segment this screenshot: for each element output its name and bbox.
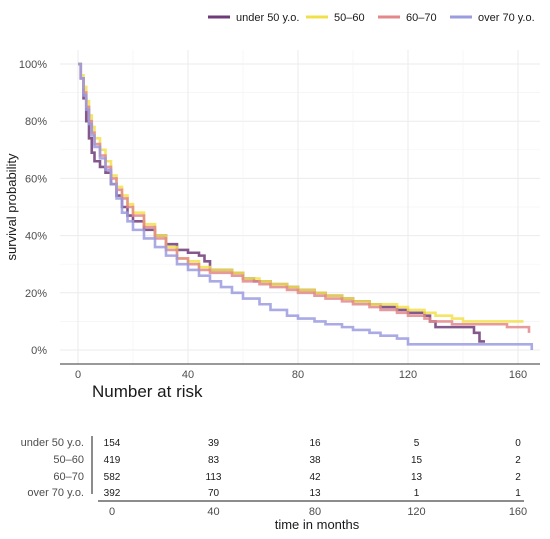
x-tick-label: 160	[509, 369, 527, 381]
risk-cell: 42	[309, 472, 321, 483]
risk-x-tick-label: 0	[109, 506, 115, 518]
risk-cell: 113	[206, 472, 222, 483]
y-tick-label: 80%	[25, 116, 47, 128]
y-tick-label: 20%	[25, 288, 47, 300]
risk-table-x-ticks: 0 40 80 120 160	[109, 506, 527, 518]
risk-cell: 0	[515, 438, 521, 449]
risk-table: under 50 y.o. 154 39 16 5 0 50–60 419 83 38 15 2 60–…	[21, 437, 522, 499]
series-line	[78, 62, 485, 343]
risk-cell: 39	[208, 438, 220, 449]
risk-cell: 419	[104, 455, 121, 466]
survival-curves	[78, 62, 534, 350]
risk-cell: 15	[411, 455, 423, 466]
risk-table-x-title: time in months	[275, 517, 360, 532]
risk-cell: 13	[411, 472, 423, 483]
y-tick-label: 100%	[19, 59, 47, 71]
y-tick-label: 40%	[25, 231, 47, 243]
x-axis-ticks: 0 40 80 120 160	[75, 369, 527, 381]
risk-cell: 1	[515, 488, 521, 499]
risk-cell: 83	[208, 455, 220, 466]
risk-table-title: Number at risk	[92, 382, 203, 401]
y-tick-label: 0%	[31, 345, 47, 357]
risk-cell: 2	[515, 455, 521, 466]
y-axis-title: survival probability	[4, 153, 19, 260]
legend-label: 50–60	[334, 12, 365, 24]
legend: under 50 y.o. 50–60 60–70 over 70 y.o.	[208, 12, 535, 24]
risk-row-label: 60–70	[53, 471, 84, 483]
y-axis-ticks: 0% 20% 40% 60% 80% 100%	[19, 59, 47, 357]
risk-x-tick-label: 40	[207, 506, 219, 518]
risk-cell: 154	[104, 438, 121, 449]
risk-cell: 1	[414, 488, 420, 499]
x-tick-label: 80	[292, 369, 304, 381]
risk-cell: 16	[309, 438, 321, 449]
legend-label: under 50 y.o.	[236, 12, 299, 24]
legend-label: over 70 y.o.	[478, 12, 535, 24]
x-tick-label: 40	[182, 369, 194, 381]
x-tick-label: 120	[399, 369, 417, 381]
risk-row-label: 50–60	[53, 454, 84, 466]
series-line	[78, 62, 531, 333]
risk-cell: 582	[104, 472, 121, 483]
risk-cell: 5	[414, 438, 420, 449]
series-line	[78, 62, 524, 323]
risk-x-tick-label: 80	[309, 506, 321, 518]
risk-cell: 38	[309, 455, 321, 466]
series-line	[78, 62, 534, 350]
risk-x-tick-label: 160	[509, 506, 527, 518]
legend-label: 60–70	[406, 12, 437, 24]
risk-cell: 70	[208, 488, 220, 499]
y-tick-label: 60%	[25, 173, 47, 185]
risk-cell: 13	[309, 488, 321, 499]
risk-row-label: under 50 y.o.	[21, 437, 84, 449]
risk-cell: 2	[515, 472, 521, 483]
risk-cell: 392	[104, 488, 121, 499]
x-tick-label: 0	[75, 369, 81, 381]
risk-row-label: over 70 y.o.	[27, 487, 84, 499]
risk-x-tick-label: 120	[407, 506, 425, 518]
